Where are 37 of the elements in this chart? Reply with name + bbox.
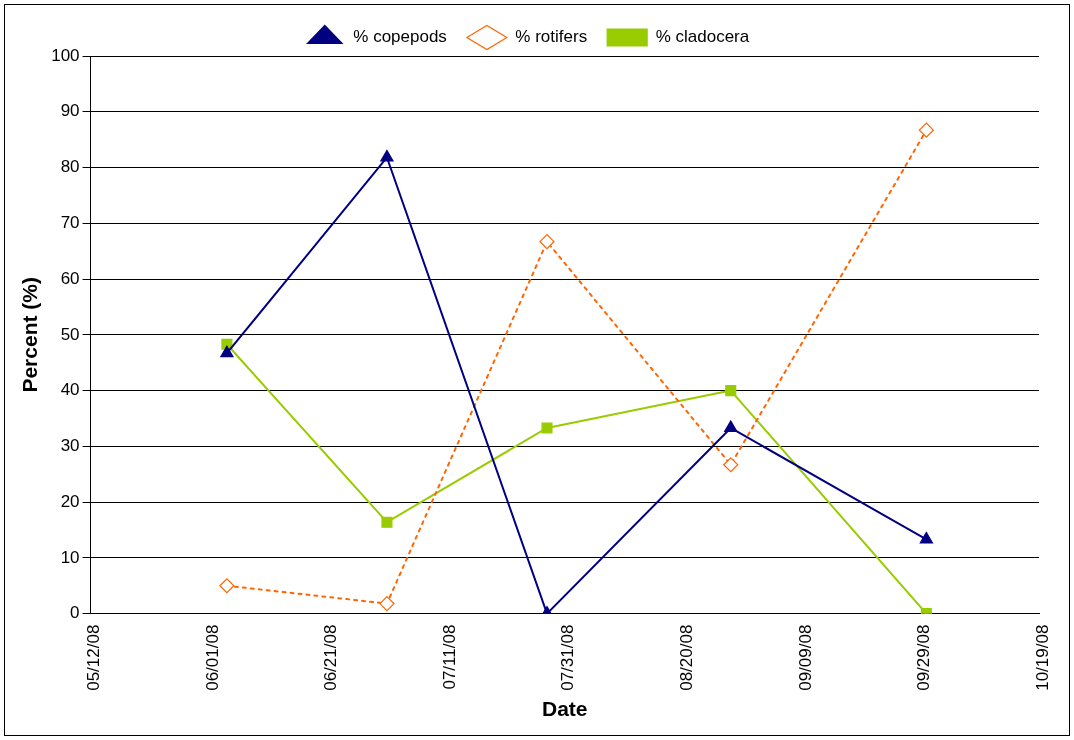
point	[539, 234, 555, 250]
y-tick-label: 50	[60, 324, 80, 344]
x-tick-label: 08/20/08	[677, 624, 697, 691]
point	[725, 385, 737, 397]
y-tick-label: 30	[60, 436, 80, 456]
y-tick-label: 80	[60, 157, 80, 177]
legend-label: % cladocera	[655, 27, 750, 47]
point	[380, 149, 394, 162]
y-tick-label: 20	[60, 491, 80, 511]
y-tick-label: 60	[60, 268, 80, 288]
point	[220, 345, 234, 358]
point	[219, 578, 235, 594]
point	[918, 122, 934, 138]
legend-label: % copepods	[353, 27, 447, 47]
x-tick-label: 09/09/08	[795, 624, 815, 691]
x-tick-label: 09/29/08	[914, 624, 934, 691]
point	[381, 516, 393, 528]
y-tick-label: 90	[60, 101, 80, 121]
y-axis-title: Percent (%)	[18, 277, 42, 393]
y-tick-label: 100	[51, 45, 80, 65]
y-tick-label: 70	[60, 212, 80, 232]
point	[379, 595, 395, 612]
point	[724, 420, 738, 433]
x-tick-label: 06/01/08	[202, 624, 222, 691]
x-tick-label: 10/19/08	[1032, 624, 1052, 691]
y-tick-label: 10	[60, 547, 80, 567]
x-axis-title: Date	[542, 697, 588, 721]
y-tick-label: 40	[60, 380, 80, 400]
x-tick-label: 05/12/08	[84, 624, 104, 691]
x-tick-label: 07/11/08	[439, 624, 459, 690]
point	[541, 422, 553, 434]
y-tick-label: 0	[70, 603, 80, 623]
legend-label: % rotifers	[515, 27, 588, 47]
point	[919, 531, 934, 544]
x-tick-label: 07/31/08	[558, 624, 578, 691]
x-tick-label: 06/21/08	[321, 624, 341, 691]
point	[723, 457, 739, 473]
